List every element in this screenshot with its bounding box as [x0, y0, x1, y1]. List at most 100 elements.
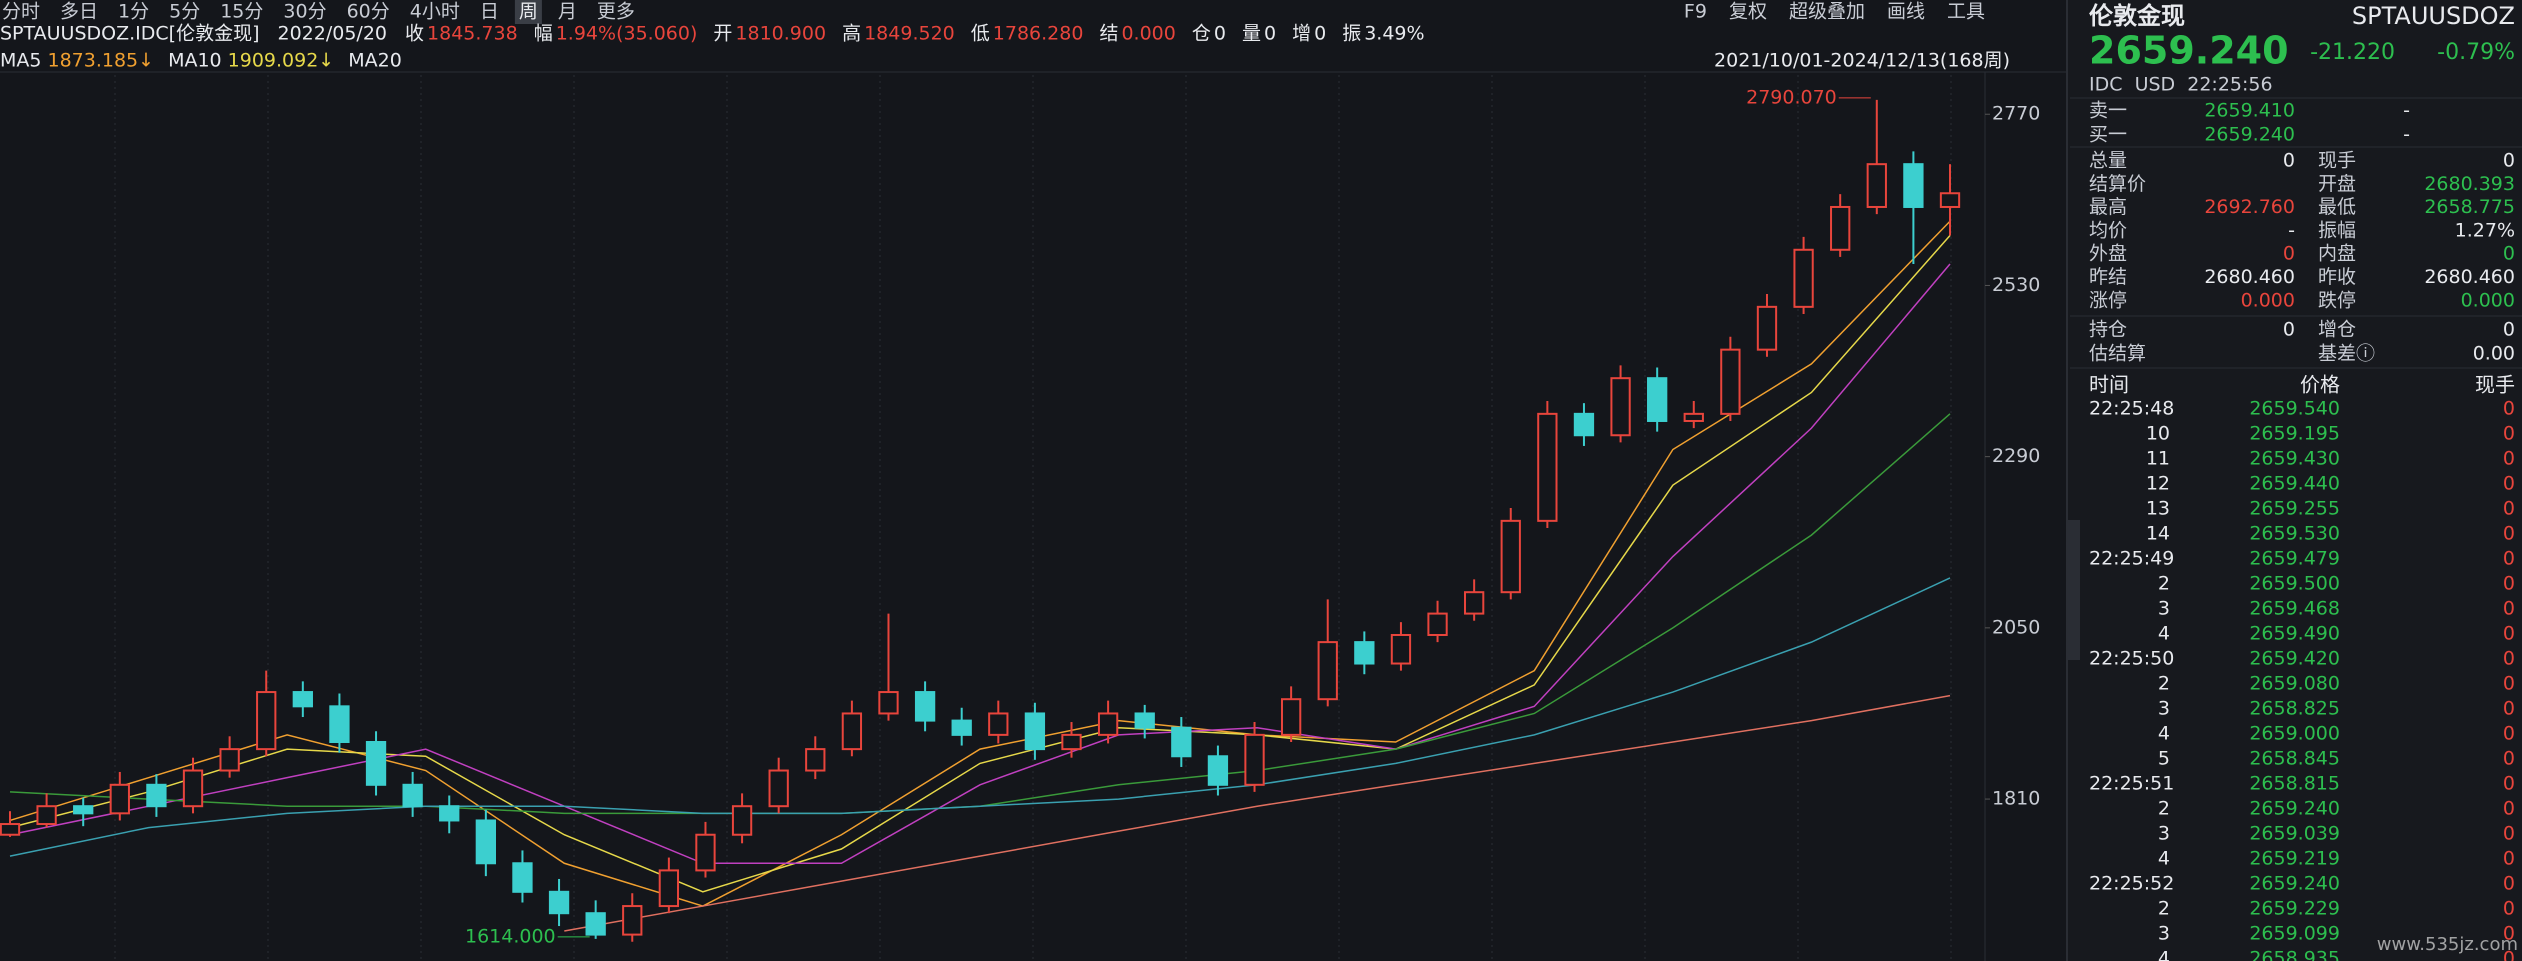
tick-volume: 0: [2503, 823, 2515, 845]
candle-body: [1866, 163, 1887, 208]
tick-volume: 0: [2503, 548, 2515, 570]
candle-body: [622, 905, 643, 936]
tick-volume: 0: [2503, 923, 2515, 945]
stat-value: 2680.460: [2424, 266, 2515, 288]
stat-label: 开盘: [2318, 173, 2356, 195]
change: -21.220: [2310, 40, 2395, 65]
candle-body: [1280, 698, 1302, 736]
candle-body: [1390, 633, 1412, 665]
stat-value: 0: [2283, 319, 2295, 341]
info-label: 振: [1342, 23, 1361, 45]
moving-average: [9, 577, 1951, 857]
tick-volume: 0: [2503, 398, 2515, 420]
stat-value: 0: [2503, 150, 2515, 172]
stat-label: 振幅: [2318, 219, 2356, 241]
tick-price: 2659.099: [2249, 923, 2340, 945]
candle-body: [182, 769, 204, 808]
book-volume: -: [2403, 100, 2410, 122]
tick-volume: 0: [2503, 698, 2515, 720]
candle-body: [1573, 412, 1595, 437]
tick-time: 11: [2146, 448, 2170, 470]
y-tick-label: 1810: [1992, 788, 2040, 810]
candle-body: [1354, 641, 1375, 665]
bar-date: 2022/05/20: [278, 23, 388, 45]
period-tab[interactable]: 更多: [597, 1, 635, 23]
candle-body: [585, 912, 606, 936]
candle-body: [1647, 377, 1668, 422]
tool-button[interactable]: 画线: [1887, 1, 1925, 23]
tick-time: 4: [2158, 948, 2170, 961]
moving-average: [9, 235, 1951, 893]
tick-price: 2659.440: [2249, 473, 2340, 495]
tick-time: 13: [2146, 498, 2170, 520]
info-value: 0.000: [1121, 23, 1175, 45]
stat-label: 昨结: [2089, 266, 2127, 288]
info-value: 3.49%: [1364, 23, 1424, 45]
tick-time: 4: [2158, 623, 2170, 645]
candle-body: [36, 805, 57, 826]
tick-time: 2: [2158, 798, 2170, 820]
candle-body: [1939, 192, 1961, 208]
candle-body: [329, 705, 350, 743]
period-tab[interactable]: 30分: [283, 1, 326, 23]
book-volume: -: [2403, 124, 2410, 146]
period-tab[interactable]: 60分: [347, 1, 390, 23]
tick-price: 2659.240: [2249, 873, 2340, 895]
date-range[interactable]: 2021/10/01-2024/12/13(168周): [1714, 50, 2010, 72]
candle-body: [1244, 733, 1265, 786]
quote-panel: [2068, 0, 2522, 961]
collapse-handle[interactable]: [2068, 520, 2080, 660]
tick-time: 3: [2158, 598, 2170, 620]
tick-volume: 0: [2503, 498, 2515, 520]
candle-body: [1756, 305, 1778, 351]
period-tab[interactable]: 月: [558, 1, 577, 23]
tick-price: 2659.039: [2249, 823, 2340, 845]
period-tab[interactable]: 5分: [169, 1, 200, 23]
period-tab[interactable]: 分时: [2, 1, 40, 23]
tool-button[interactable]: 复权: [1729, 1, 1767, 23]
active-tab-bg: [514, 0, 542, 24]
tick-volume: 0: [2503, 673, 2515, 695]
period-tab[interactable]: 4小时: [410, 1, 460, 23]
candle-body: [1793, 248, 1814, 308]
tick-volume: 0: [2503, 423, 2515, 445]
tick-price: 2659.530: [2249, 523, 2340, 545]
period-tab[interactable]: 日: [480, 1, 499, 23]
period-tab[interactable]: 15分: [220, 1, 263, 23]
info-label: 仓: [1192, 23, 1211, 45]
candle-body: [878, 691, 899, 715]
tick-price: 2659.430: [2249, 448, 2340, 470]
info-value: 0: [1264, 23, 1276, 45]
high-annotation: 2790.070: [1746, 86, 1837, 108]
tool-button[interactable]: 超级叠加: [1789, 1, 1865, 23]
stat-label: 涨停: [2089, 289, 2127, 311]
candle-body: [951, 719, 972, 736]
stat-label: 结算价: [2089, 173, 2146, 195]
candle-body: [768, 769, 789, 808]
tick-time: 5: [2158, 748, 2170, 770]
tool-button[interactable]: 工具: [1947, 1, 1985, 23]
stat-label: 持仓: [2089, 319, 2127, 341]
tick-price: 2659.195: [2249, 423, 2340, 445]
stat-label: 外盘: [2089, 243, 2127, 265]
period-tab[interactable]: 1分: [118, 1, 149, 23]
period-tab[interactable]: 周: [519, 1, 538, 23]
info-value: 1845.738: [427, 23, 518, 45]
watermark: www.535jz.com: [2377, 934, 2518, 955]
tick-price: 2659.540: [2249, 398, 2340, 420]
stat-value: 1.27%: [2455, 219, 2515, 241]
candle-body: [1317, 641, 1338, 701]
info-label: 增: [1292, 23, 1311, 45]
candle-body: [1610, 377, 1631, 437]
candle-body: [146, 783, 167, 808]
tick-price: 2658.815: [2249, 773, 2340, 795]
stat-label: 最高: [2089, 196, 2127, 218]
tool-button[interactable]: F9: [1684, 1, 1707, 23]
candle-body: [439, 805, 460, 822]
period-tab[interactable]: 多日: [60, 1, 98, 23]
tick-time: 22:25:50: [2089, 648, 2174, 670]
info-label: 幅: [534, 23, 553, 45]
tick-price: 2658.845: [2249, 748, 2340, 770]
tick-time: 22:25:48: [2089, 398, 2174, 420]
